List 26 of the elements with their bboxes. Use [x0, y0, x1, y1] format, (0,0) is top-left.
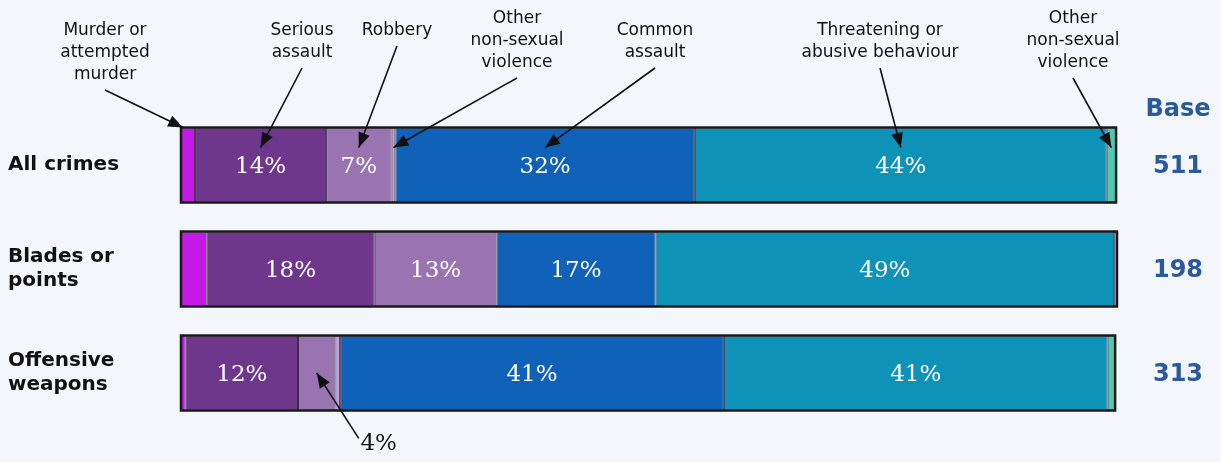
data-label: 49% [859, 255, 911, 282]
text: 198 [1152, 255, 1204, 284]
text: Other non-sexual violence [1026, 6, 1120, 71]
text: Serious assault [270, 18, 334, 61]
text: 511 [1152, 151, 1204, 180]
text: Base [1145, 94, 1211, 123]
data-label: 12% [216, 359, 268, 386]
data-label: 18% [264, 255, 317, 282]
text: Robbery [361, 18, 433, 39]
text: 313 [1152, 359, 1204, 388]
data-label: 13% [410, 255, 462, 282]
data-label: 32% [519, 151, 571, 178]
data-label: 44% [875, 151, 927, 178]
data-label: 41% [890, 359, 942, 386]
text: Threatening or abusive behaviour [801, 18, 959, 61]
y-tick-label: All crimes [8, 151, 120, 176]
data-label: 41% [506, 359, 558, 386]
data-label: 4% [360, 429, 397, 456]
data-label: 14% [235, 151, 287, 178]
text: Other non-sexual violence [470, 6, 564, 71]
data-label: 7% [340, 151, 378, 178]
text: Murder or attempted murder [60, 18, 150, 83]
y-tick-label: Blades or points [8, 243, 115, 292]
y-tick-label: Offensive weapons [8, 347, 115, 396]
data-label: 17% [550, 255, 602, 282]
text: Common assault [616, 18, 694, 61]
